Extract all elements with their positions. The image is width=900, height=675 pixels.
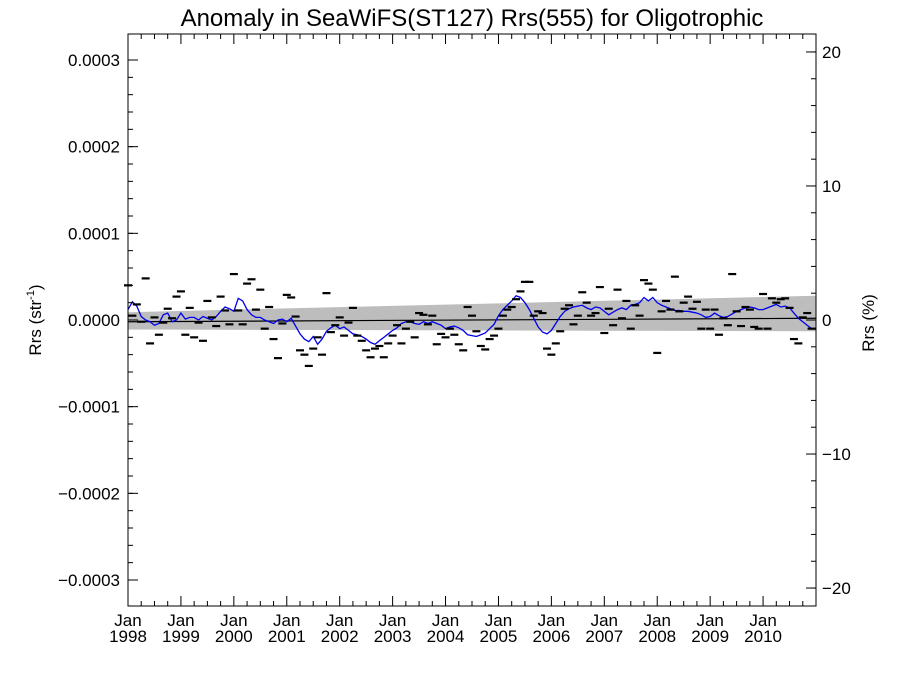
y-tick-label: −0.0003 — [58, 571, 120, 590]
y-tick-label: −0.0002 — [58, 484, 120, 503]
y-tick-label: 0.0002 — [68, 138, 120, 157]
monthly-anomaly-markers — [124, 272, 816, 368]
x-tick-label-year: 2000 — [215, 627, 253, 646]
y-tick-label: 0.0001 — [68, 224, 120, 243]
x-tick-label-year: 2007 — [585, 627, 623, 646]
x-tick-label-month: Jan — [749, 611, 776, 630]
x-tick-label-year: 2006 — [532, 627, 570, 646]
y-tick-label: −0.0001 — [58, 398, 120, 417]
trend-line-segment — [127, 317, 817, 323]
y-tick-label: 0.0003 — [68, 51, 120, 70]
y2-tick-label: 20 — [822, 43, 841, 62]
y-axis-right: 20 10 0 −10 −20 — [806, 43, 851, 598]
y2-tick-label: −20 — [822, 579, 851, 598]
y-axis-label: Rrs (str-1) — [25, 284, 45, 355]
x-tick-label-year: 1999 — [162, 627, 200, 646]
x-axis: Jan1998Jan1999Jan2000Jan2001Jan2002Jan20… — [109, 34, 804, 646]
x-tick-label-month: Jan — [644, 611, 671, 630]
x-tick-label-year: 2004 — [427, 627, 465, 646]
y-tick-label: 0.0000 — [68, 311, 120, 330]
y2-axis-label: Rrs (%) — [859, 294, 878, 352]
chart-title: Anomaly in SeaWiFS(ST127) Rrs(555) for O… — [181, 5, 764, 32]
confidence-band — [128, 295, 816, 332]
x-tick-label-month: Jan — [326, 611, 353, 630]
x-tick-label-year: 2009 — [691, 627, 729, 646]
x-tick-label-year: 2008 — [638, 627, 676, 646]
y-axis-label-superscript: -1 — [25, 290, 37, 300]
x-tick-label-year: 2003 — [374, 627, 412, 646]
confidence-band-area — [128, 295, 816, 332]
x-tick-label-month: Jan — [485, 611, 512, 630]
x-tick-label-month: Jan — [220, 611, 247, 630]
x-tick-label-year: 2001 — [268, 627, 306, 646]
x-tick-label-month: Jan — [432, 611, 459, 630]
x-tick-label-month: Jan — [167, 611, 194, 630]
x-tick-label-year: 2005 — [480, 627, 518, 646]
y-axis-left: 0.0003 0.0002 0.0001 0.0000 −0.0001 −0.0002 −0… — [58, 51, 138, 590]
y2-tick-label: 0 — [822, 311, 831, 330]
x-tick-label-month: Jan — [273, 611, 300, 630]
x-tick-label-month: Jan — [114, 611, 141, 630]
x-tick-label-month: Jan — [379, 611, 406, 630]
running-mean-line — [127, 294, 812, 346]
trend-line — [127, 317, 817, 323]
x-tick-label-month: Jan — [696, 611, 723, 630]
x-tick-label-month: Jan — [591, 611, 618, 630]
y2-tick-label: −10 — [822, 445, 851, 464]
running-mean-path — [127, 294, 812, 346]
x-tick-label-year: 2010 — [744, 627, 782, 646]
y2-tick-label: 10 — [822, 177, 841, 196]
x-tick-label-year: 2002 — [321, 627, 359, 646]
x-tick-label-month: Jan — [538, 611, 565, 630]
x-tick-label-year: 1998 — [109, 627, 147, 646]
